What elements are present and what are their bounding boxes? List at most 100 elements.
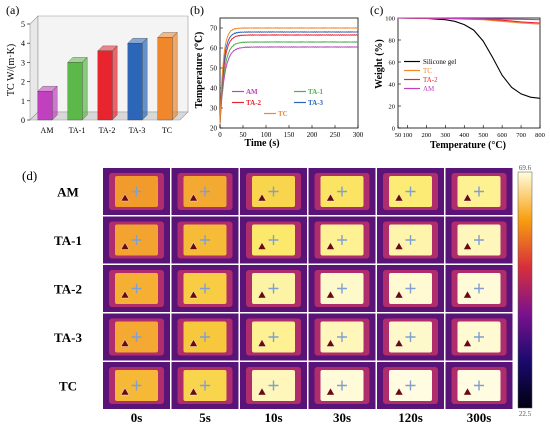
panel-b-ylabel: Temperature (℃) [194,32,205,109]
series-line-am [219,46,359,125]
thermal-image [103,168,170,215]
triangle-marker [326,242,335,250]
crosshair-marker [337,235,347,245]
triangle-marker [120,242,130,250]
crosshair-marker [200,283,210,294]
triangle-marker [326,290,335,299]
triangle-marker [120,193,130,202]
bar [67,62,83,121]
y-tick-label: 50 [210,65,218,73]
triangle-marker [394,242,404,250]
crosshair-marker [405,235,416,245]
column-label: 10s [264,410,282,425]
triangle-marker [257,193,267,202]
thermal-image [103,216,170,264]
thermal-image [308,362,376,409]
panel-c-xlabel: Temperature (°C) [430,140,506,151]
y-tick-label: 80 [389,38,396,45]
column-label: 0s [131,410,143,425]
crosshair-marker [268,380,279,391]
crosshair-marker [337,332,347,342]
legend-label: TA-2 [423,76,438,84]
y-tick-label: 3 [21,58,25,67]
thermal-image [171,216,239,264]
column-label: 30s [333,410,351,425]
x-tick-label: 300 [353,131,364,139]
x-tick-label: TA-2 [99,126,116,135]
crosshair-marker [474,332,484,342]
triangle-marker [257,290,267,299]
x-tick-label: TA-1 [69,126,86,135]
triangle-marker [189,193,198,202]
crosshair-marker [474,283,484,294]
row-label: TA-2 [54,282,82,297]
triangle-marker [394,193,404,202]
triangle-marker [463,193,472,202]
colorbar [517,171,533,409]
panel-a-bar-chart: (a) TC W/(m·K) 0 1 2 3 4 5 AM TA-1 TA-2 TA-3 TC [6,3,189,135]
y-tick-label: 30 [210,105,218,113]
crosshair-marker [405,380,416,391]
thermal-image [377,168,444,215]
column-label: 300s [467,410,492,425]
crosshair-marker [337,380,347,391]
crosshair-marker [200,332,210,342]
panel-d-thermal-grid: (d) AM TA-1 TA-2 TA-3 TC 0s 5s 10s 30s 120s 300s 6… [22,164,533,425]
column-label: 120s [398,410,423,425]
triangle-marker [463,387,472,396]
bar [127,43,143,121]
triangle-marker [257,242,267,250]
thermal-image [103,362,170,409]
triangle-marker [120,290,130,299]
crosshair-marker [405,283,416,294]
triangle-marker [394,339,404,347]
legend-label: AM [246,88,258,96]
panel-c-plot: 50 100 200 300 400 500 600 700 800020406080100Si… [385,16,545,140]
row-label: TA-1 [54,233,82,248]
triangle-marker [394,290,404,299]
x-tick-label: 600 [497,132,507,139]
x-tick-label: 100 [403,132,413,139]
legend-label: AM [423,85,435,93]
thermal-image [445,216,513,264]
y-tick-label: 40 [389,82,396,89]
triangle-marker [257,387,267,396]
bar [97,50,113,121]
thermal-image [240,216,307,264]
plot-frame [397,17,541,129]
thermal-image [377,216,444,264]
triangle-marker [326,387,335,396]
legend-label: TC [278,110,288,118]
thermal-image [171,362,239,409]
x-tick-label: 200 [422,132,432,139]
x-tick-label: 50 [395,132,402,139]
thermal-image [171,265,239,312]
colorbar-min: 22.5 [519,410,532,418]
row-label: AM [57,185,79,200]
thermal-image [445,265,513,312]
crosshair-marker [405,186,416,197]
thermal-image [240,168,307,215]
legend-label: TA-2 [246,99,262,107]
triangle-marker [257,339,267,347]
y-tick-label: 0 [21,116,25,125]
triangle-marker [463,242,472,250]
series-line-tc [219,27,359,125]
panel-b-line-chart: (b) Temperature (℃) Time (s) 0 50 100 150 20… [190,3,364,149]
bar-side [172,32,178,121]
triangle-marker [394,387,404,396]
y-tick-label: 5 [21,20,25,29]
thermal-image [377,362,444,409]
panel-d-images: AM TA-1 TA-2 TA-3 TC 0s 5s 10s 30s 120s 300s [54,168,513,425]
series-line [397,17,541,21]
triangle-marker [189,339,198,347]
y-tick-label: 1 [21,97,25,106]
crosshair-marker [268,235,279,245]
legend-label: TA-3 [308,99,324,107]
bar-side [112,45,118,121]
y-tick-label: 4 [21,39,25,48]
thermal-image [445,168,513,215]
crosshair-marker [337,283,347,294]
thermal-image [377,265,444,312]
thermal-image [103,265,170,312]
